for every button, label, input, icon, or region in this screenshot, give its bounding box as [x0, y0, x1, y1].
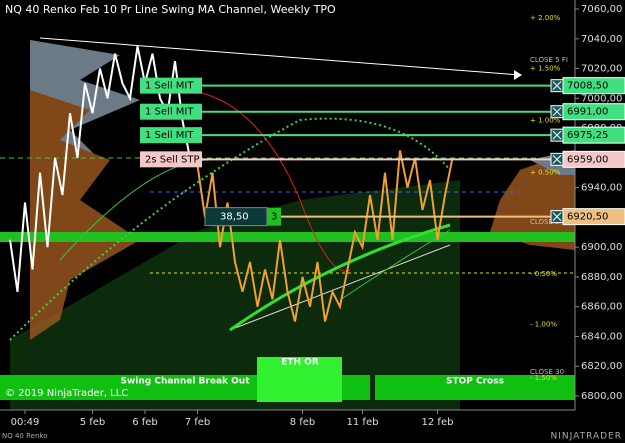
y-tick-label: 6800,00	[581, 391, 622, 402]
y-tick-label: 6860,00	[581, 302, 622, 313]
target-ticks: 38,50	[220, 212, 249, 223]
y-tick-label: 6820,00	[581, 361, 622, 372]
order-label: 2s Sell STP	[145, 154, 199, 165]
price-label: 6975,25	[567, 130, 608, 141]
x-tick-label: 7 feb	[185, 417, 211, 428]
cancel-x	[552, 154, 562, 164]
y-tick-label: 6900,00	[581, 242, 622, 253]
profile-lower	[30, 90, 140, 340]
annotation: CLOSE 5	[530, 218, 560, 226]
volume-profile	[30, 40, 575, 340]
y-tick-label: 7060,00	[581, 4, 622, 15]
cancel-x	[552, 81, 562, 91]
price-label: 6920,50	[567, 212, 608, 223]
annotation: ETH OR	[281, 358, 319, 368]
brand: NINJATRADER	[551, 432, 623, 442]
x-tick-label: 6 feb	[132, 417, 158, 428]
order-label: 1 Sell MIT	[145, 130, 194, 141]
y-tick-label: 7020,00	[581, 64, 622, 75]
red-ma	[159, 88, 351, 272]
y-tick-label: 6940,00	[581, 183, 622, 194]
pct-level: - 1.00%	[530, 321, 557, 329]
annotation: Swing Channel Break Out	[120, 377, 250, 387]
x-tick-label: 12 feb	[422, 417, 454, 428]
order-label: 1 Sell MIT	[145, 81, 194, 92]
value-area-band	[0, 232, 575, 242]
annotation: CLOSE 30	[530, 368, 564, 376]
pct-level: - 1.50%	[530, 374, 557, 382]
order-label-box	[140, 77, 202, 94]
y-tick-label: 6840,00	[581, 331, 622, 342]
order-label-box	[140, 127, 202, 144]
annotation: CLOSE 5 FI	[530, 56, 568, 64]
price-label: 6959,00	[567, 154, 608, 165]
order-label: 1 Sell MIT	[145, 107, 194, 118]
pct-level: + 0.50%	[530, 169, 561, 177]
y-tick-label: 6880,00	[581, 272, 622, 283]
cancel-x	[552, 212, 562, 221]
price-label: 6991,00	[567, 107, 608, 118]
bottom-bands	[0, 357, 575, 402]
cancel-x	[552, 107, 562, 117]
pct-level: - 0.50%	[530, 270, 557, 278]
pct-level: + 1.50%	[530, 65, 561, 73]
chart-title: NQ 40 Renko Feb 10 Pr Line Swing MA Chan…	[5, 3, 336, 16]
target-qty: 3	[271, 212, 277, 223]
pct-level: + 2.00%	[530, 14, 561, 22]
swing-ma	[9, 117, 451, 341]
channel-ma	[229, 223, 451, 332]
x-tick-label: 5 feb	[80, 417, 106, 428]
eth-or-box	[257, 357, 342, 402]
y-tick-label: 7040,00	[581, 34, 622, 45]
target-qty-box	[267, 207, 281, 226]
band	[375, 375, 575, 400]
y-tick-label: 7000,00	[581, 93, 622, 104]
cancel-x	[552, 130, 562, 140]
x-tick-label: 00:49	[11, 417, 40, 428]
x-tick-label: 8 feb	[290, 417, 316, 428]
copyright: © 2019 NinjaTrader, LLC	[5, 388, 128, 399]
arrow-head	[514, 70, 522, 80]
annotation: STOP Cross	[446, 377, 504, 387]
price-label: 7008,50	[567, 81, 608, 92]
profile-right	[490, 150, 575, 250]
instrument: NQ 40 Renko	[2, 432, 47, 440]
price-line	[196, 150, 454, 322]
order-label-box	[140, 151, 202, 168]
order-label-box	[140, 103, 202, 120]
trend-line	[39, 37, 521, 76]
pct-level: + 1.00%	[530, 117, 561, 125]
x-tick-label: 11 feb	[347, 417, 379, 428]
trend-line	[234, 244, 451, 329]
